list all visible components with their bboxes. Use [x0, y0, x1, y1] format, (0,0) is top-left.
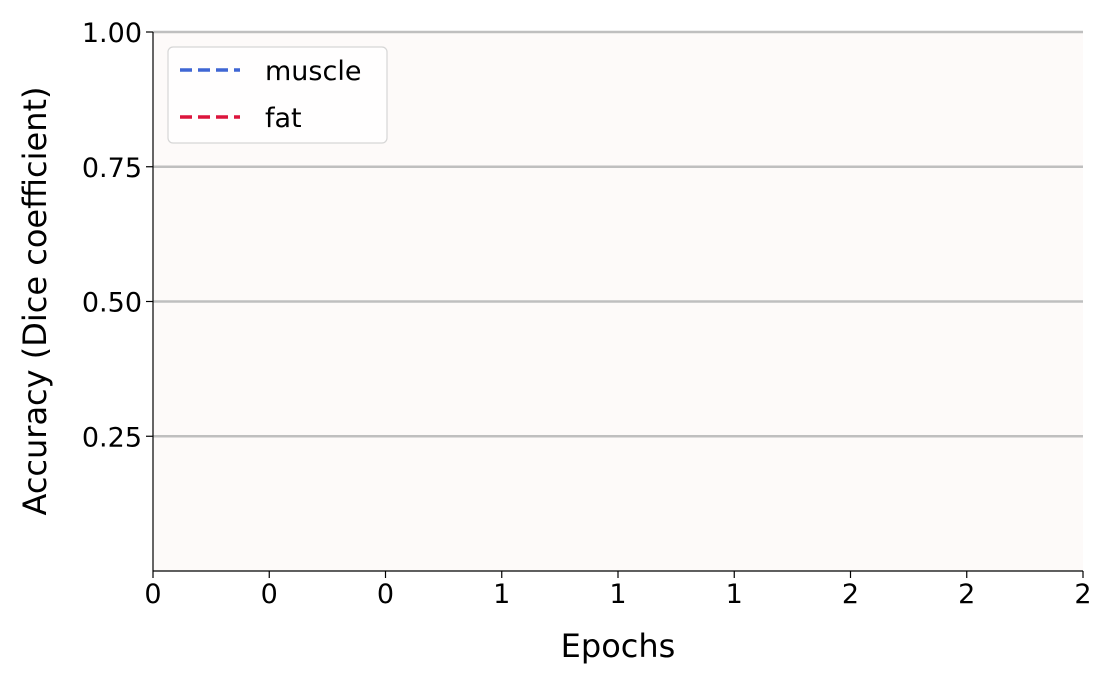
legend: muscle fat [167, 46, 388, 144]
x-tick-label: 1 [609, 579, 626, 610]
x-tick-label: 1 [493, 579, 510, 610]
x-tick-label: 0 [144, 579, 161, 610]
y-tick-label: 0.50 [82, 288, 142, 319]
x-tick-label: 2 [1074, 579, 1091, 610]
y-axis-label: Accuracy (Dice coefficient) [16, 86, 54, 515]
y-ticks: 0.25 0.50 0.75 1.00 [82, 18, 153, 453]
x-tick-label: 0 [377, 579, 394, 610]
y-tick-label: 1.00 [82, 18, 142, 49]
x-axis-label: Epochs [561, 627, 676, 665]
x-tick-label: 1 [726, 579, 743, 610]
x-tick-label: 0 [261, 579, 278, 610]
x-tick-label: 2 [958, 579, 975, 610]
grid-lines [153, 30, 1083, 438]
legend-label-fat: fat [265, 103, 302, 134]
x-ticks: 0 0 0 1 1 1 2 2 2 [144, 571, 1092, 610]
legend-label-muscle: muscle [265, 56, 361, 87]
y-tick-label: 0.25 [82, 422, 142, 453]
x-tick-label: 2 [842, 579, 859, 610]
y-tick-label: 0.75 [82, 153, 142, 184]
